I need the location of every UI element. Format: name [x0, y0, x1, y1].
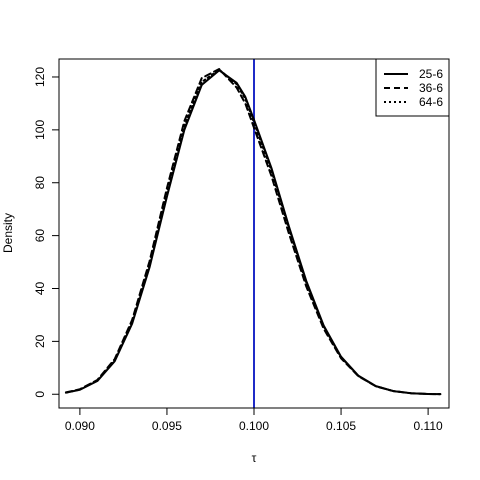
y-axis-tick-label: 40	[33, 281, 47, 295]
legend-label-1: 25-6	[419, 67, 443, 81]
x-axis-title: τ	[252, 451, 257, 465]
x-axis-tick-label: 0.100	[239, 419, 269, 433]
series-line-3	[64, 68, 442, 396]
y-axis-tick-label: 60	[33, 229, 47, 243]
x-axis-tick-label: 0.110	[414, 419, 443, 433]
legend-box	[375, 58, 450, 117]
y-axis-tick-label: 20	[33, 334, 47, 348]
y-axis-tick-label: 0	[33, 391, 47, 398]
y-axis-tick-label: 120	[33, 67, 47, 87]
y-axis-tick-label: 100	[33, 120, 47, 140]
y-axis-title: Density	[1, 213, 15, 253]
legend-label-2: 36-6	[419, 81, 443, 95]
x-axis-tick-label: 0.105	[326, 419, 356, 433]
series-layer	[64, 68, 442, 396]
x-axis-tick-label: 0.095	[152, 419, 182, 433]
legend-label-3: 64-6	[419, 95, 443, 109]
x-axis: 0.090 0.095 0.100 0.105 0.110	[65, 407, 443, 433]
y-axis-tick-label: 80	[33, 176, 47, 190]
y-axis: 0 20 40 60 80 100 120	[33, 67, 60, 398]
x-axis-tick-label: 0.090	[65, 419, 95, 433]
legend: 25-636-664-6	[375, 58, 450, 117]
